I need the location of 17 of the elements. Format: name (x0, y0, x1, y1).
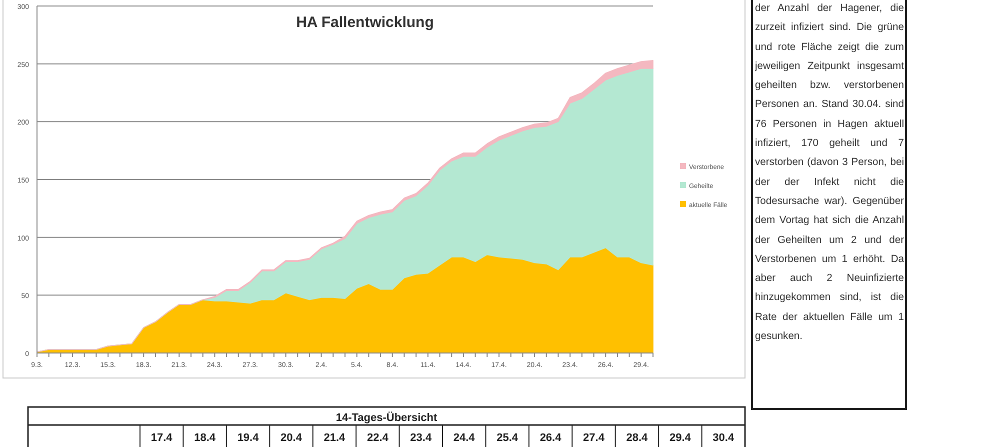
text: HA Fallentwicklung (296, 14, 434, 31)
text: der Anzahl der Hagener, die zurzeit infiziert sind. Die grüne und rote Fläche zeigt die zum jeweiligen Zeitpunkt insgesamt geheilten bzw. verstorbenen Personen an. Stand 30.04. sind 76 Personen in Hagen aktuell infiziert, 170 geheilt und 7 verstorben (davon 3 Person, bei der der Infekt nicht die Todesursache war). Gegenüber dem Vortag hat sich die Anzahl der Geheilten um 2 und der Verstorbenen um 1 erhöht. Da aber auch 2 Neuinfizierte hinzugekommen sind, ist die Rate der aktuellen Fälle um 1 gesunken. (755, 3, 904, 342)
text: 29.4 (669, 432, 692, 444)
text: 19.4 (237, 432, 260, 444)
text: 23.4 (410, 432, 432, 444)
text: 14-Tages-Übersicht (336, 411, 438, 424)
text: 17.4 (150, 432, 174, 444)
text: 26.4 (540, 432, 562, 444)
text: 21.4 (324, 432, 346, 444)
text: 28.4 (626, 432, 649, 444)
text: 27.4 (583, 432, 606, 444)
text: 25.4 (496, 432, 519, 444)
text: 20.4 (280, 432, 303, 444)
text: 22.4 (366, 432, 390, 444)
text: 24.4 (453, 432, 476, 444)
text: 30.4 (712, 432, 735, 444)
text: 18.4 (194, 432, 216, 444)
